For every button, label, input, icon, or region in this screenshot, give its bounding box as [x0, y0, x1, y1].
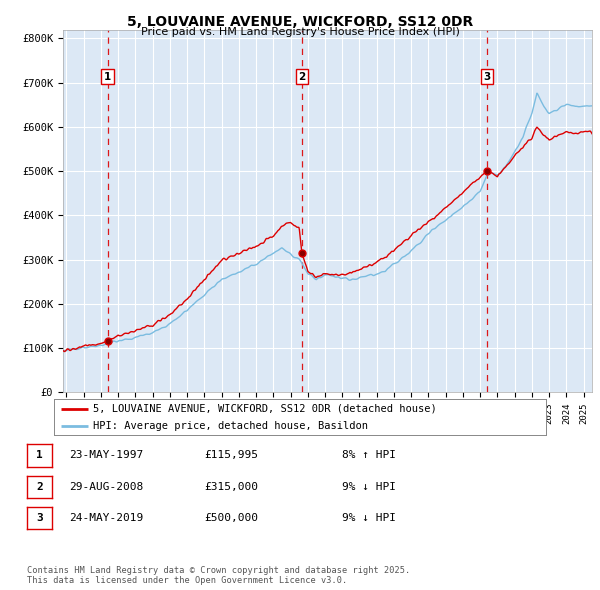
- Text: HPI: Average price, detached house, Basildon: HPI: Average price, detached house, Basi…: [94, 421, 368, 431]
- Text: 2: 2: [298, 71, 305, 81]
- Text: 8% ↑ HPI: 8% ↑ HPI: [342, 451, 396, 460]
- Text: 5, LOUVAINE AVENUE, WICKFORD, SS12 0DR: 5, LOUVAINE AVENUE, WICKFORD, SS12 0DR: [127, 15, 473, 30]
- Text: 9% ↓ HPI: 9% ↓ HPI: [342, 482, 396, 491]
- Text: £115,995: £115,995: [204, 451, 258, 460]
- Text: 3: 3: [483, 71, 491, 81]
- Text: 9% ↓ HPI: 9% ↓ HPI: [342, 513, 396, 523]
- Text: Price paid vs. HM Land Registry's House Price Index (HPI): Price paid vs. HM Land Registry's House …: [140, 27, 460, 37]
- Text: 1: 1: [36, 451, 43, 460]
- Text: 1: 1: [104, 71, 111, 81]
- Text: 3: 3: [36, 513, 43, 523]
- Text: 23-MAY-1997: 23-MAY-1997: [69, 451, 143, 460]
- Text: Contains HM Land Registry data © Crown copyright and database right 2025.
This d: Contains HM Land Registry data © Crown c…: [27, 566, 410, 585]
- Text: 29-AUG-2008: 29-AUG-2008: [69, 482, 143, 491]
- Text: £500,000: £500,000: [204, 513, 258, 523]
- Text: £315,000: £315,000: [204, 482, 258, 491]
- Text: 24-MAY-2019: 24-MAY-2019: [69, 513, 143, 523]
- Text: 2: 2: [36, 482, 43, 491]
- Text: 5, LOUVAINE AVENUE, WICKFORD, SS12 0DR (detached house): 5, LOUVAINE AVENUE, WICKFORD, SS12 0DR (…: [94, 404, 437, 414]
